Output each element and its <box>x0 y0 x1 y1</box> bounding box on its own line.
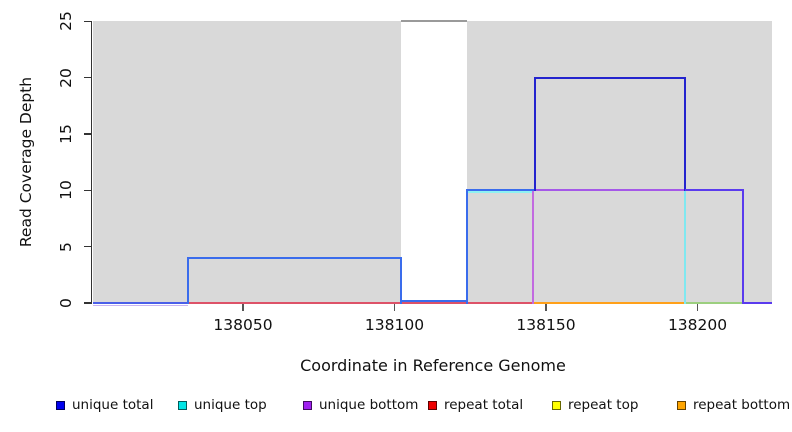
legend-item-unique-total: unique total <box>56 397 154 413</box>
coverage-line-segment <box>188 302 534 304</box>
legend-label: repeat top <box>568 397 639 413</box>
y-axis-tick <box>84 246 91 248</box>
legend-label: unique bottom <box>319 397 419 413</box>
coverage-line-segment <box>533 76 686 79</box>
coverage-line-segment <box>742 302 772 304</box>
y-tick-label: 25 <box>57 11 75 32</box>
coverage-line-segment <box>466 189 469 304</box>
y-tick-label: 10 <box>57 180 75 201</box>
coverage-line-segment <box>399 256 402 304</box>
x-tick-label: 138050 <box>213 316 273 334</box>
coverage-line-segment <box>531 189 534 304</box>
x-axis-tick <box>545 304 547 311</box>
x-axis-tick <box>242 304 244 311</box>
coverage-line-segment <box>400 300 468 302</box>
y-tick-label: 5 <box>57 241 75 252</box>
coverage-line-segment <box>684 76 687 192</box>
y-axis-tick <box>84 20 91 22</box>
legend-label: repeat bottom <box>693 397 791 413</box>
legend-item-repeat-total: repeat total <box>428 397 524 413</box>
y-axis-tick <box>84 189 91 191</box>
legend-label: unique total <box>72 397 154 413</box>
legend-swatch-icon <box>178 400 187 410</box>
x-axis-tick <box>393 304 396 311</box>
legend-item-repeat-bottom: repeat bottom <box>677 397 791 413</box>
legend-label: repeat total <box>444 397 524 413</box>
y-axis-tick <box>84 302 91 304</box>
plot-area: 0 5 10 15 20 25 138050 138100 138150 138200 <box>57 11 772 334</box>
y-axis-tick <box>84 133 91 135</box>
coverage-line-segment <box>741 189 744 304</box>
x-axis-tick <box>696 304 699 311</box>
coverage-line-segment <box>93 302 189 304</box>
y-axis-tick <box>84 77 91 79</box>
coverage-line-segment <box>684 189 687 304</box>
legend-label: unique top <box>194 397 267 413</box>
x-tick-label: 138100 <box>364 316 425 334</box>
y-axis-line <box>91 21 93 304</box>
x-tick-label: 138150 <box>516 316 576 334</box>
legend-item-unique-top: unique top <box>178 397 267 413</box>
legend-swatch-icon <box>56 400 65 410</box>
coverage-line-segment <box>93 304 189 306</box>
coverage-line-segment <box>685 189 743 192</box>
masked-region-band <box>400 21 468 303</box>
coverage-line-segment <box>467 191 534 194</box>
coverage-line-segment <box>187 256 190 304</box>
coverage-line-segment <box>533 302 686 304</box>
legend-swatch-icon <box>428 400 437 410</box>
legend-swatch-icon <box>303 400 312 410</box>
legend-item-repeat-top: repeat top <box>552 397 639 413</box>
coverage-line-segment <box>400 20 468 23</box>
x-tick-label: 138200 <box>667 316 728 334</box>
legend-swatch-icon <box>552 400 561 410</box>
y-tick-label: 15 <box>57 124 75 144</box>
y-tick-label: 20 <box>57 67 75 88</box>
coverage-line-segment <box>533 189 686 192</box>
x-axis-title: Coordinate in Reference Genome <box>300 356 566 375</box>
coverage-line-segment <box>467 189 534 192</box>
legend-item-unique-bottom: unique bottom <box>303 397 419 413</box>
y-tick-label: 0 <box>57 298 75 308</box>
legend: unique total unique top unique bottom repea… <box>0 392 792 418</box>
legend-swatch-icon <box>677 400 686 410</box>
coverage-line-segment <box>188 256 401 259</box>
coverage-line-segment <box>685 302 743 304</box>
coverage-line-segment <box>534 76 537 192</box>
